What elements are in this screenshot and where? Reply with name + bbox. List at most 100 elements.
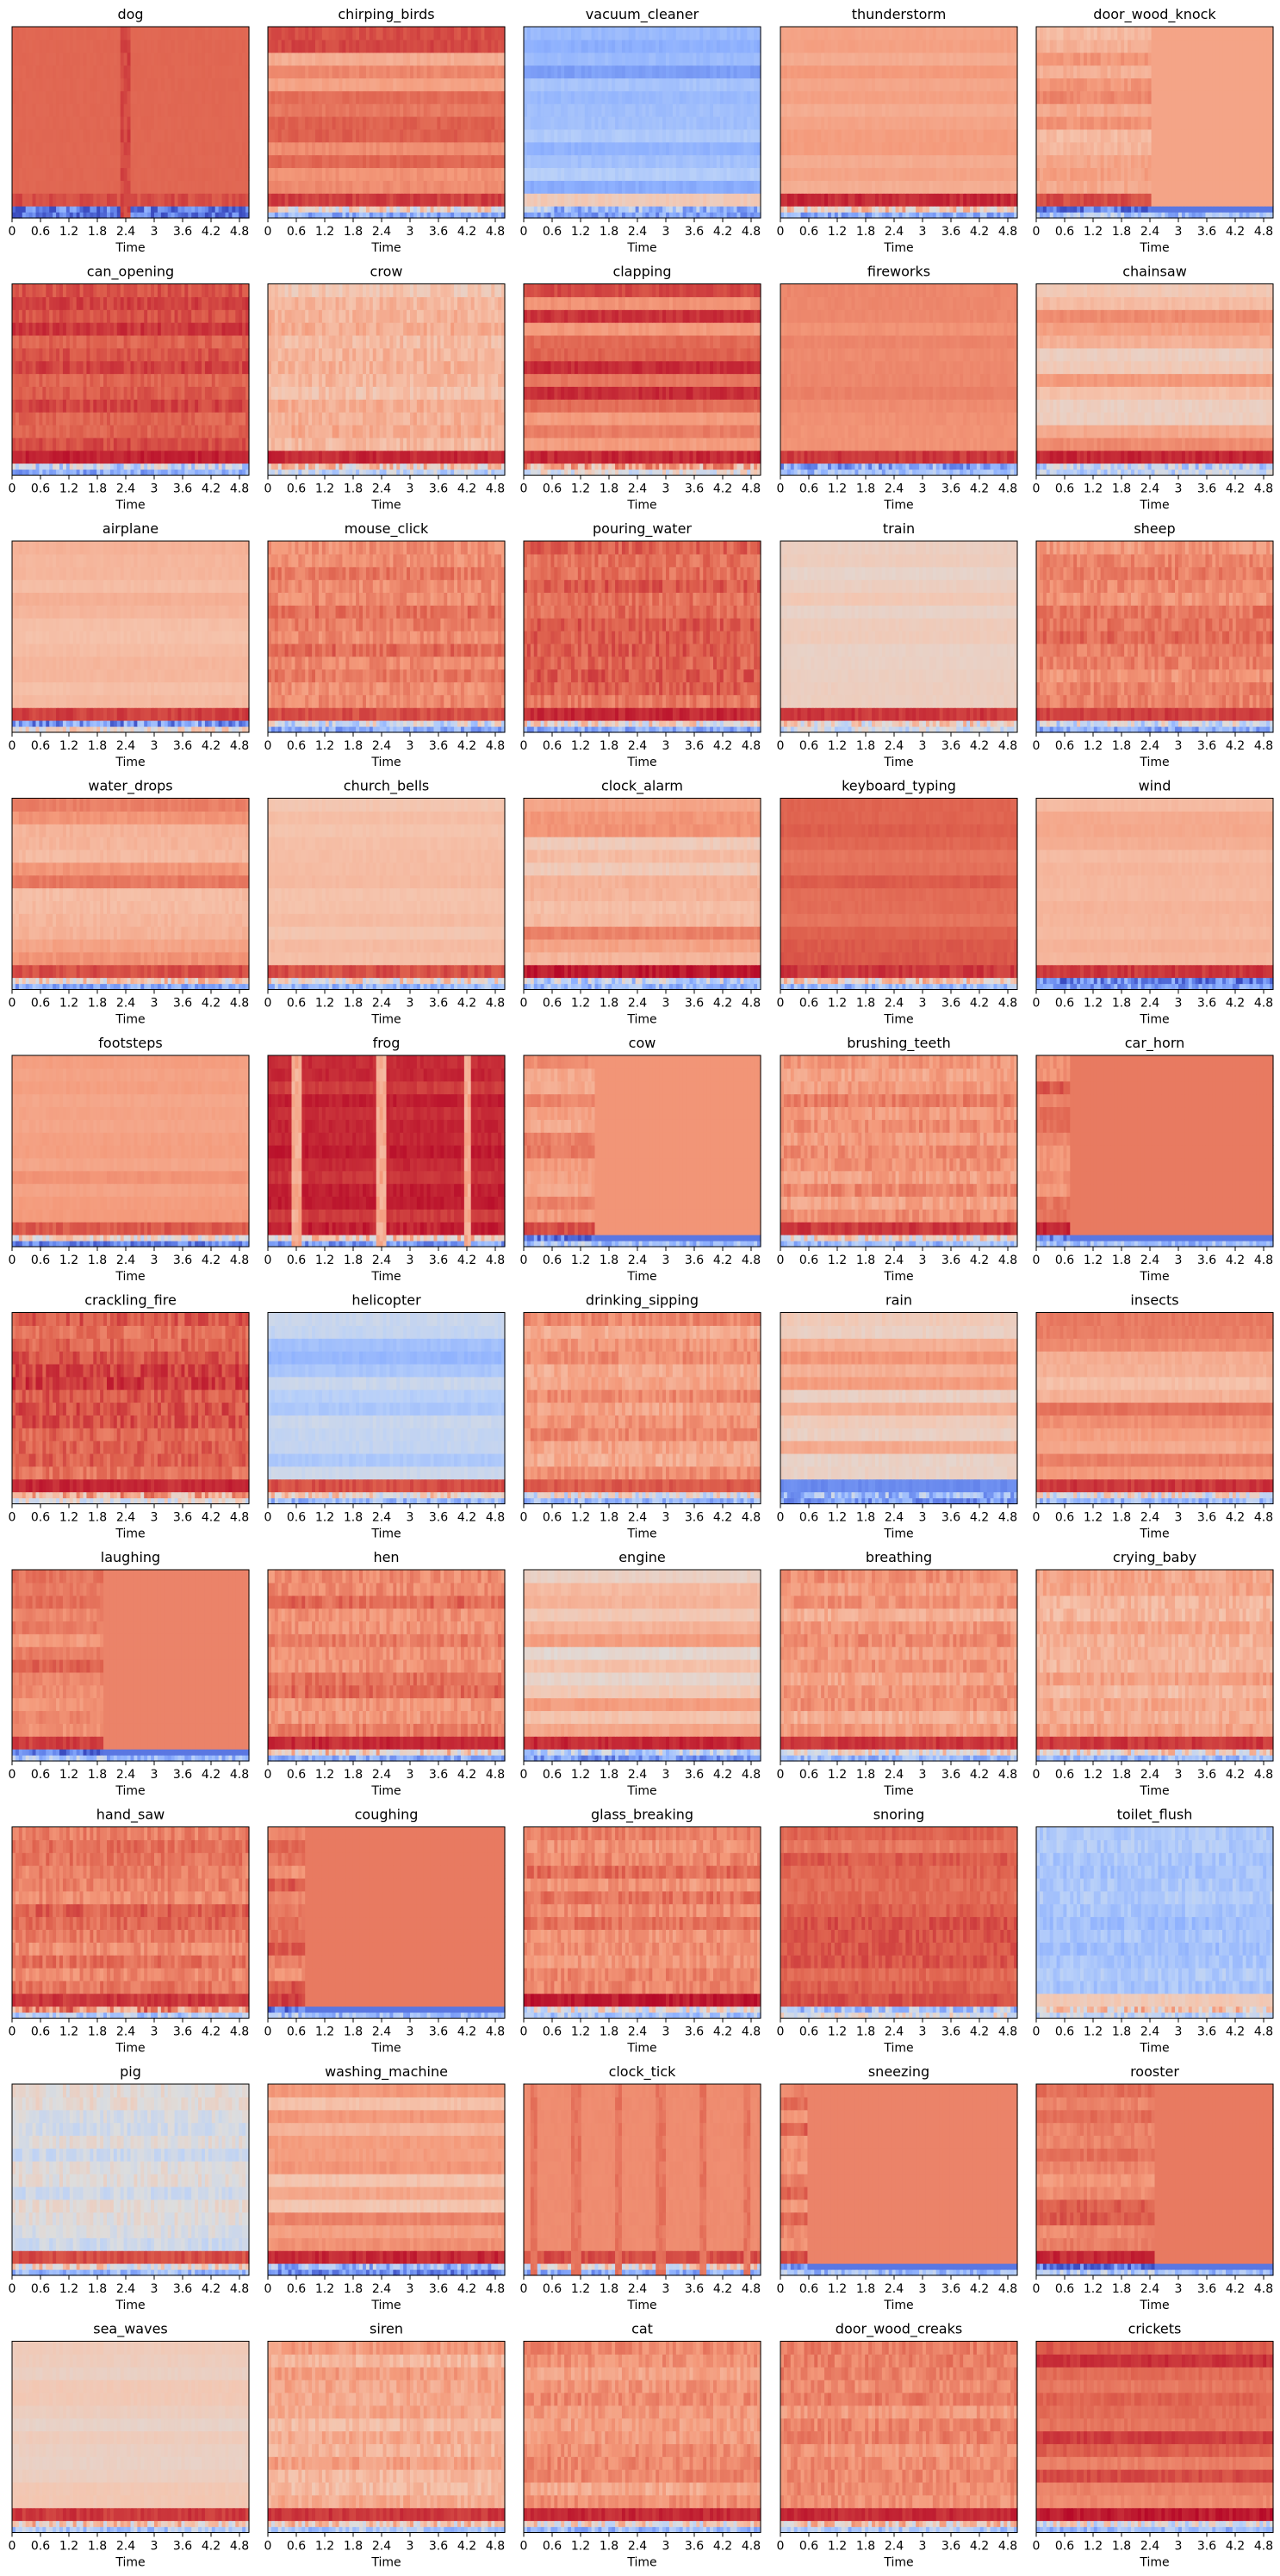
heatmap-cell [226, 40, 230, 53]
heatmap-cell [315, 167, 320, 180]
heatmap-cell [226, 180, 230, 193]
heatmap-cell [80, 78, 84, 90]
heatmap-cell [491, 206, 495, 213]
heatmap-cell [215, 193, 220, 206]
heatmap-cell [73, 212, 78, 219]
heatmap-cell [154, 206, 158, 213]
heatmap-cell [110, 167, 115, 180]
heatmap-cell [282, 142, 286, 155]
heatmap-cell [33, 167, 37, 180]
heatmap-cell [352, 155, 357, 168]
heatmap-cell [447, 180, 451, 193]
heatmap-cell [175, 129, 179, 142]
heatmap-cell [158, 167, 162, 180]
heatmap-cell [178, 193, 183, 206]
heatmap-cell [295, 90, 299, 103]
heatmap-cell [235, 27, 239, 40]
heatmap-cell [498, 167, 502, 180]
heatmap-cell [389, 167, 394, 180]
heatmap-cell [468, 180, 472, 193]
heatmap-cell [326, 103, 330, 116]
heatmap-cell [165, 90, 169, 103]
heatmap-cell [387, 116, 391, 129]
heatmap-cell [158, 155, 162, 168]
heatmap-cell [278, 103, 283, 116]
heatmap-cell [312, 167, 316, 180]
heatmap-cell [46, 129, 50, 142]
heatmap-cell [212, 27, 216, 40]
heatmap-cell [127, 206, 132, 213]
heatmap-cell [219, 65, 223, 78]
heatmap-cell [22, 65, 27, 78]
heatmap-cell [56, 27, 60, 40]
heatmap-cell [144, 180, 148, 193]
heatmap-cell [22, 27, 27, 40]
heatmap-cell [370, 180, 374, 193]
heatmap-cell [36, 78, 40, 90]
heatmap-cell [56, 193, 60, 206]
heatmap-cell [175, 65, 179, 78]
heatmap-cell [319, 129, 323, 142]
heatmap-cell [494, 212, 499, 219]
heatmap-cell [417, 167, 421, 180]
heatmap-cell [165, 129, 169, 142]
heatmap-cell [219, 155, 223, 168]
heatmap-cell [191, 103, 196, 116]
heatmap-cell [16, 53, 20, 65]
heatmap-cell [80, 212, 84, 219]
heatmap-cell [86, 180, 90, 193]
heatmap-cell [242, 167, 246, 180]
heatmap-cell [488, 116, 492, 129]
heatmap-cell [308, 116, 313, 129]
heatmap-cell [454, 206, 458, 213]
heatmap-cell [86, 27, 90, 40]
heatmap-cell [80, 53, 84, 65]
heatmap-cell [440, 212, 444, 219]
heatmap-cell [110, 193, 115, 206]
heatmap-cell [175, 53, 179, 65]
heatmap-cell [134, 167, 138, 180]
heatmap-cell [165, 193, 169, 206]
heatmap-cell [461, 193, 465, 206]
heatmap-cell [208, 40, 213, 53]
heatmap-cell [494, 90, 499, 103]
heatmap-cell [305, 193, 309, 206]
heatmap-cell [289, 180, 293, 193]
heatmap-cell [181, 180, 185, 193]
heatmap-cell [151, 116, 155, 129]
heatmap-cell [22, 180, 27, 193]
heatmap-cell [491, 155, 495, 168]
heatmap-cell [49, 116, 53, 129]
heatmap-cell [154, 103, 158, 116]
heatmap-cell [403, 90, 407, 103]
heatmap-cell [329, 90, 333, 103]
heatmap-cell [232, 180, 236, 193]
heatmap-cell [305, 167, 309, 180]
heatmap-cell [482, 90, 486, 103]
heatmap-cell [228, 116, 233, 129]
heatmap-cell [219, 129, 223, 142]
heatmap-cell [134, 90, 138, 103]
heatmap-cell [278, 129, 283, 142]
heatmap-cell [56, 212, 60, 219]
heatmap-cell [36, 193, 40, 206]
heatmap-cell [363, 167, 367, 180]
heatmap-cell [488, 90, 492, 103]
heatmap-cell [482, 129, 486, 142]
heatmap-cell [271, 212, 276, 219]
heatmap-cell [121, 65, 125, 78]
heatmap-cell [29, 65, 34, 78]
heatmap-cell [319, 155, 323, 168]
heatmap-cell [494, 180, 499, 193]
heatmap-cell [29, 129, 34, 142]
heatmap-cell [393, 180, 397, 193]
heatmap-cell [444, 90, 448, 103]
heatmap-cell [77, 180, 81, 193]
heatmap-cell [90, 103, 94, 116]
heatmap-cell [16, 103, 20, 116]
heatmap-cell [444, 155, 448, 168]
heatmap-cell [107, 90, 111, 103]
heatmap-cell [268, 206, 272, 213]
heatmap-cell [222, 193, 227, 206]
heatmap-cell [305, 129, 309, 142]
